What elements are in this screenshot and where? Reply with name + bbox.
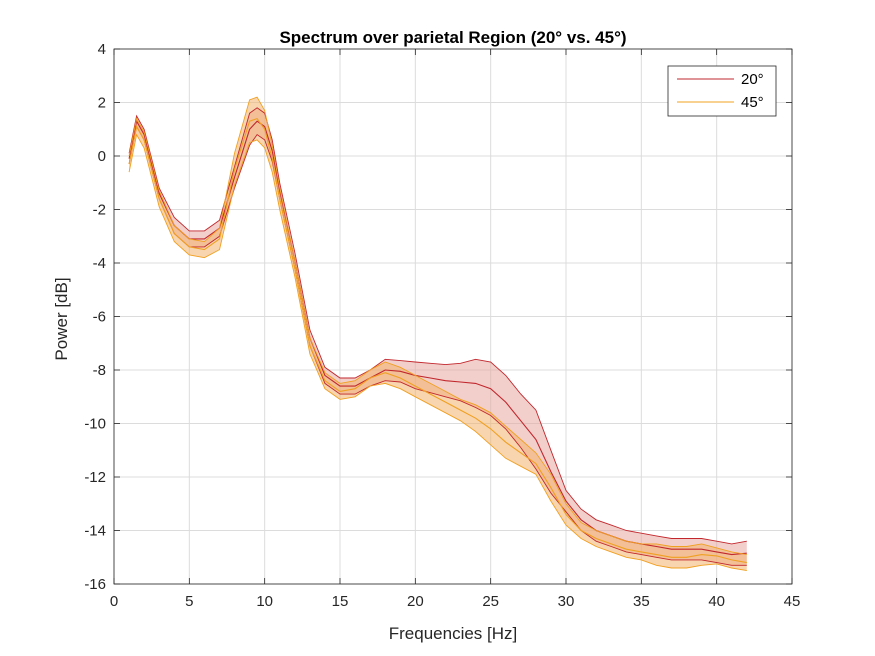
y-tick-label: -2: [93, 202, 106, 219]
x-tick-label: 45: [784, 593, 801, 610]
y-axis-ticks: -16 -14 -12 -10 -8 -6 -4 -2 0 2 4: [84, 41, 792, 593]
band-lower-1: [128, 133, 747, 572]
grid: [113, 48, 793, 585]
x-tick-label: 20: [407, 593, 424, 610]
y-tick-label: -10: [84, 416, 106, 433]
x-axis-label: Frequencies [Hz]: [389, 624, 518, 643]
x-tick-label: 15: [332, 593, 349, 610]
series-mean-1: [128, 117, 747, 564]
legend-label-20: 20°: [741, 71, 764, 88]
x-tick-label: 5: [185, 593, 193, 610]
y-tick-label: -12: [84, 469, 106, 486]
x-tick-label: 0: [110, 593, 118, 610]
chart-title: Spectrum over parietal Region (20° vs. 4…: [279, 28, 626, 47]
y-tick-label: 0: [98, 148, 106, 165]
legend: 20° 45°: [667, 65, 777, 117]
series-lines: [128, 96, 747, 572]
x-tick-label: 40: [708, 593, 725, 610]
y-tick-label: 2: [98, 95, 106, 112]
y-tick-label: 4: [98, 41, 106, 58]
x-tick-label: 30: [558, 593, 575, 610]
x-tick-label: 35: [633, 593, 650, 610]
y-tick-label: -16: [84, 576, 106, 593]
x-tick-label: 25: [482, 593, 499, 610]
y-axis-label: Power [dB]: [52, 277, 71, 360]
y-tick-label: -6: [93, 309, 106, 326]
band-lower-0: [128, 125, 747, 566]
y-tick-label: -8: [93, 362, 106, 379]
y-tick-label: -4: [93, 255, 106, 272]
band-upper-1: [128, 96, 747, 556]
x-axis-ticks: 0 5 10 15 20 25 30 35 40 45: [110, 49, 801, 610]
legend-label-45: 45°: [741, 94, 764, 111]
y-tick-label: -14: [84, 523, 106, 540]
legend-box: [667, 65, 777, 117]
x-tick-label: 10: [256, 593, 273, 610]
